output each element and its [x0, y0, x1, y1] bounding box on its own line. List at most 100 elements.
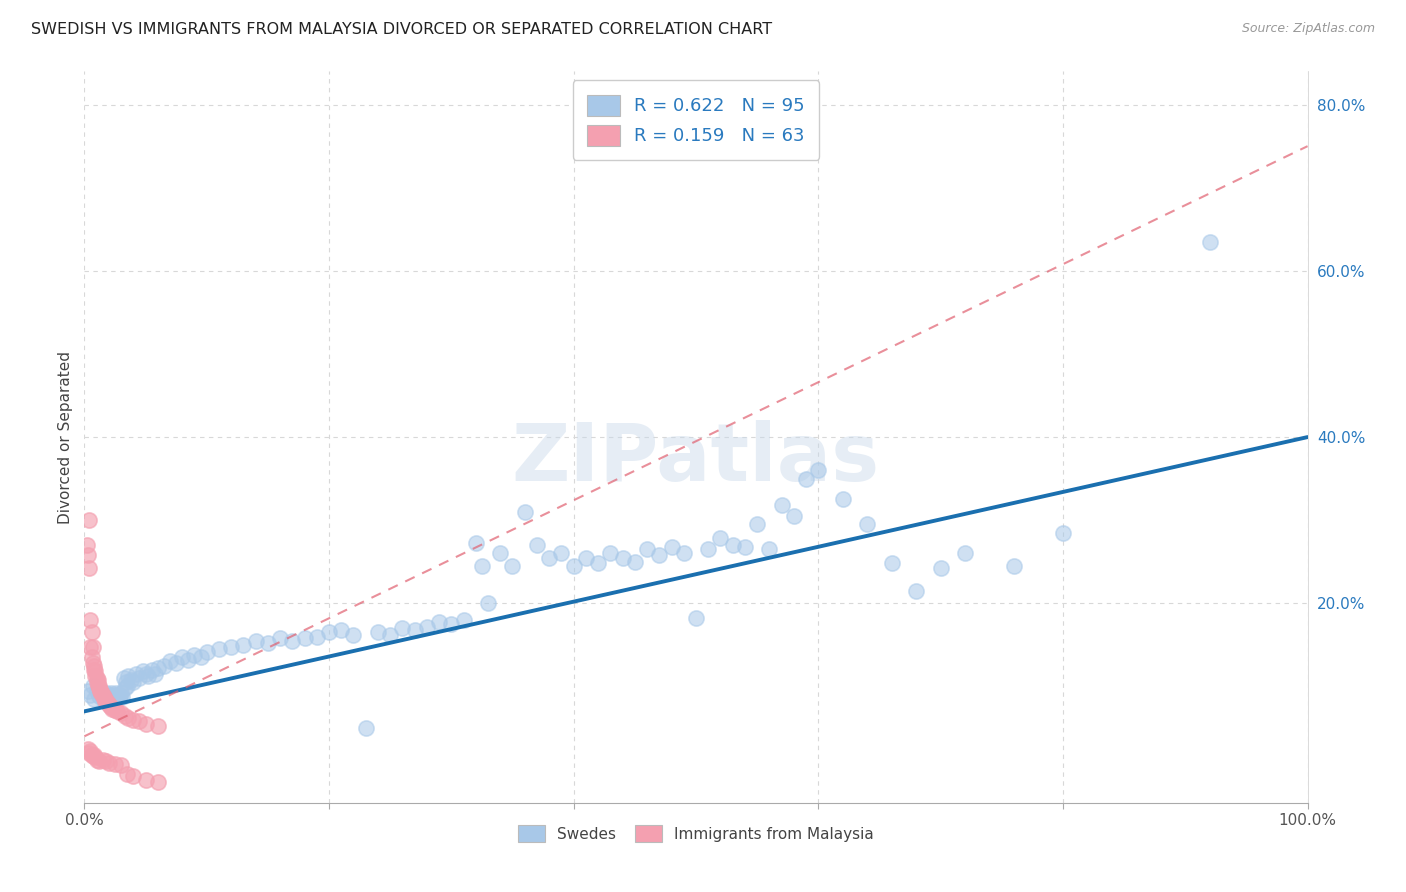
Point: [117, 711, 139, 725]
Point: [89, 686, 111, 700]
Point: [427, 615, 450, 629]
Point: [80, 625, 103, 640]
Point: [685, 611, 707, 625]
Point: [101, 690, 124, 705]
Point: [111, 690, 134, 705]
Point: [112, 671, 135, 685]
Point: [794, 472, 817, 486]
Point: [84, 669, 107, 683]
Point: [831, 492, 853, 507]
Point: [416, 619, 439, 633]
Point: [783, 509, 806, 524]
Point: [122, 769, 145, 783]
Point: [672, 546, 695, 560]
Point: [83, 692, 105, 706]
Point: [146, 661, 169, 675]
Point: [77, 746, 100, 760]
Point: [453, 613, 475, 627]
Point: [105, 686, 128, 700]
Point: [115, 680, 138, 694]
Point: [513, 505, 536, 519]
Point: [90, 685, 112, 699]
Point: [586, 557, 609, 571]
Point: [79, 640, 101, 654]
Point: [195, 644, 218, 658]
Point: [105, 705, 128, 719]
Point: [101, 702, 124, 716]
Point: [122, 713, 145, 727]
Point: [183, 648, 205, 662]
Point: [90, 686, 112, 700]
Point: [104, 690, 127, 704]
Point: [953, 546, 976, 560]
Point: [318, 625, 340, 640]
Point: [697, 542, 720, 557]
Point: [128, 714, 150, 729]
Point: [110, 758, 132, 772]
Point: [105, 690, 128, 705]
Point: [502, 558, 524, 573]
Point: [391, 621, 413, 635]
Point: [79, 744, 101, 758]
Point: [97, 698, 120, 712]
Point: [108, 690, 131, 704]
Point: [83, 663, 105, 677]
Point: [354, 721, 377, 735]
Point: [135, 667, 157, 681]
Point: [97, 688, 120, 702]
Point: [807, 463, 830, 477]
Point: [856, 517, 879, 532]
Point: [97, 696, 120, 710]
Point: [734, 540, 756, 554]
Point: [125, 667, 148, 681]
Point: [709, 532, 731, 546]
Point: [76, 538, 98, 552]
Point: [87, 690, 110, 704]
Point: [880, 557, 903, 571]
Point: [91, 692, 114, 706]
Point: [489, 546, 512, 560]
Point: [80, 650, 103, 665]
Point: [98, 699, 121, 714]
Point: [770, 498, 793, 512]
Point: [146, 775, 169, 789]
Point: [77, 561, 100, 575]
Point: [86, 683, 108, 698]
Point: [575, 550, 598, 565]
Y-axis label: Divorced or Separated: Divorced or Separated: [58, 351, 73, 524]
Point: [83, 658, 105, 673]
Point: [82, 749, 104, 764]
Point: [208, 642, 231, 657]
Point: [132, 665, 155, 679]
Point: [110, 686, 132, 700]
Text: Source: ZipAtlas.com: Source: ZipAtlas.com: [1241, 22, 1375, 36]
Point: [1002, 558, 1025, 573]
Point: [91, 753, 114, 767]
Point: [599, 546, 621, 560]
Point: [165, 656, 187, 670]
Point: [115, 675, 138, 690]
Point: [721, 538, 744, 552]
Point: [94, 692, 117, 706]
Point: [104, 756, 127, 771]
Point: [82, 640, 104, 654]
Point: [471, 558, 494, 573]
Point: [128, 671, 150, 685]
Point: [294, 632, 316, 646]
Point: [159, 655, 181, 669]
Point: [117, 669, 139, 683]
Point: [91, 690, 114, 704]
Point: [190, 650, 212, 665]
Point: [747, 517, 769, 532]
Point: [122, 675, 145, 690]
Point: [269, 632, 291, 646]
Point: [77, 683, 100, 698]
Point: [477, 596, 499, 610]
Point: [219, 640, 242, 654]
Point: [98, 690, 121, 704]
Point: [143, 667, 166, 681]
Point: [77, 513, 100, 527]
Point: [342, 628, 364, 642]
Point: [232, 638, 254, 652]
Point: [367, 625, 389, 640]
